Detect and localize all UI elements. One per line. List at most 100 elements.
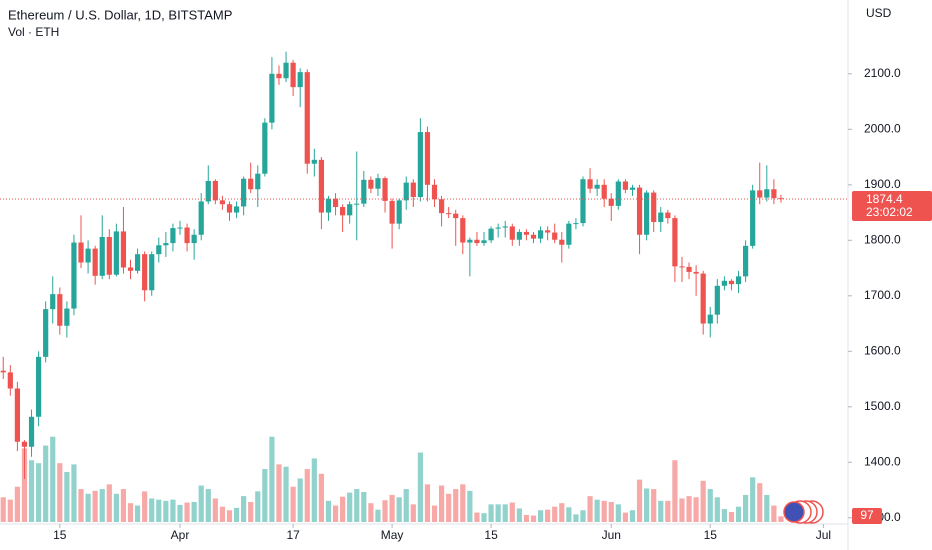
y-tick-label: 2000.0 bbox=[864, 121, 901, 135]
volume-bar bbox=[410, 504, 416, 522]
volume-bar bbox=[163, 500, 169, 522]
logo-flag bbox=[783, 501, 805, 523]
candle-body bbox=[205, 180, 211, 202]
candle-body bbox=[686, 266, 692, 272]
volume-bar bbox=[50, 436, 56, 522]
candle-body bbox=[340, 207, 346, 216]
volume-bar bbox=[530, 515, 537, 522]
candle-body bbox=[403, 182, 409, 201]
volume-last-box bbox=[852, 508, 882, 524]
candle-body bbox=[318, 159, 324, 213]
volume-bar bbox=[764, 494, 770, 522]
candle-body bbox=[587, 179, 593, 189]
y-tick-label: 1500.0 bbox=[864, 399, 901, 413]
volume-bar bbox=[36, 463, 42, 522]
candle-body bbox=[226, 204, 233, 213]
volume-bar bbox=[382, 500, 388, 522]
volume-bar bbox=[636, 479, 643, 522]
volume-bar bbox=[226, 510, 233, 522]
volume-bar bbox=[262, 469, 268, 522]
volume-bar bbox=[672, 460, 678, 522]
candle-body bbox=[28, 416, 35, 447]
candle-body bbox=[347, 204, 353, 216]
candle-body bbox=[156, 245, 162, 255]
volume-bar bbox=[332, 505, 339, 522]
volume-bar bbox=[134, 505, 141, 522]
last-price-box bbox=[852, 191, 932, 222]
candle-body bbox=[21, 441, 28, 447]
volume-bar bbox=[290, 486, 296, 522]
candle-body bbox=[85, 248, 91, 263]
volume-bar bbox=[446, 493, 452, 522]
volume-bar bbox=[502, 504, 508, 522]
candle-body bbox=[177, 227, 183, 229]
volume-bar bbox=[707, 489, 713, 522]
candle-body bbox=[410, 182, 416, 198]
x-tick-label: Jun bbox=[602, 528, 621, 542]
volume-bar bbox=[368, 503, 374, 522]
volume-bar bbox=[700, 480, 706, 522]
candle-body bbox=[573, 223, 579, 225]
candle-body bbox=[481, 240, 487, 244]
volume-bar bbox=[651, 489, 657, 522]
candle-body bbox=[474, 239, 480, 244]
volume-bar bbox=[389, 494, 395, 522]
y-tick-label: 2100.0 bbox=[864, 66, 901, 80]
candle-body bbox=[78, 242, 84, 263]
volume-bar bbox=[665, 500, 671, 522]
candle-body bbox=[495, 227, 501, 229]
candle-body bbox=[714, 285, 720, 315]
y-tick-label: 1400.0 bbox=[864, 454, 901, 468]
candle-body bbox=[304, 72, 310, 164]
y-tick-label: 1700.0 bbox=[864, 288, 901, 302]
currency: USD bbox=[866, 6, 892, 20]
candle-body bbox=[233, 206, 240, 213]
volume-bar bbox=[403, 489, 409, 522]
candle-body bbox=[658, 212, 664, 222]
volume-bar bbox=[629, 510, 636, 522]
volume-bar bbox=[573, 514, 579, 522]
candle-body bbox=[276, 73, 282, 79]
candle-body bbox=[559, 239, 565, 245]
candle-body bbox=[750, 190, 756, 246]
candle-body bbox=[707, 314, 713, 324]
x-tick-label: 15 bbox=[484, 528, 498, 542]
volume-bar bbox=[340, 496, 346, 522]
candle-body bbox=[382, 178, 388, 201]
candle-body bbox=[728, 280, 735, 285]
x-tick-label: Jul bbox=[816, 528, 831, 542]
volume-bar bbox=[113, 493, 119, 522]
volume-bar bbox=[0, 497, 6, 522]
volume-bar bbox=[283, 466, 289, 522]
candle-body bbox=[488, 228, 494, 241]
volume-bar bbox=[99, 489, 105, 522]
volume-bar bbox=[587, 496, 593, 522]
candle-body bbox=[389, 200, 395, 224]
x-tick-label: Apr bbox=[171, 528, 190, 542]
candle-body bbox=[446, 213, 452, 215]
candle-body bbox=[106, 236, 112, 275]
volume-bar bbox=[453, 489, 459, 522]
volume-bar bbox=[219, 506, 226, 522]
candle-body bbox=[269, 73, 275, 123]
volume-bar bbox=[658, 500, 664, 522]
volume-bar bbox=[149, 498, 155, 522]
candle-body bbox=[375, 178, 381, 189]
candle-body bbox=[530, 234, 537, 239]
candle-body bbox=[57, 294, 63, 326]
candle-body bbox=[552, 232, 558, 240]
candle-body bbox=[693, 271, 699, 274]
volume-last-label: 97 bbox=[860, 508, 874, 522]
volume-bar bbox=[721, 509, 727, 522]
volume-bar bbox=[594, 499, 600, 522]
volume-bar bbox=[679, 498, 685, 522]
candle-body bbox=[14, 388, 20, 442]
volume-bar bbox=[269, 436, 275, 522]
candle-body bbox=[629, 187, 636, 190]
volume-bar bbox=[198, 485, 204, 522]
candle-body bbox=[665, 212, 671, 219]
candle-body bbox=[332, 198, 339, 208]
volume-bar bbox=[92, 490, 98, 522]
candle-body bbox=[608, 198, 614, 206]
